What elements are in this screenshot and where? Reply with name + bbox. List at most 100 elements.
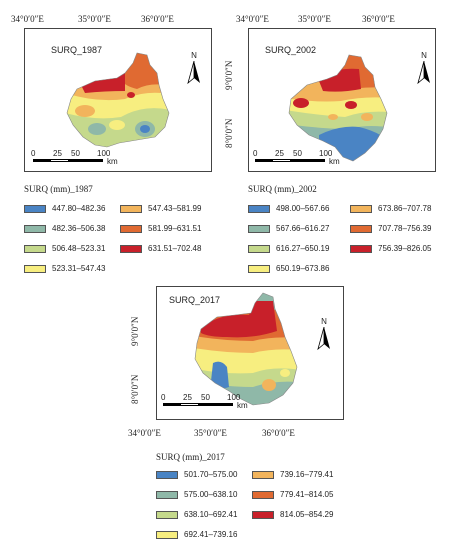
lat-label: 9°0′0″N (130, 316, 140, 346)
legend-item: 707.78–756.39 (350, 224, 431, 233)
north-arrow: N (315, 317, 333, 351)
legend-label: 567.66–616.27 (276, 224, 330, 233)
north-arrow-icon (187, 61, 200, 85)
legend-label: 616.27–650.19 (276, 244, 330, 253)
legend-swatch (350, 204, 372, 213)
legend-swatch (24, 224, 46, 233)
legend-item: 567.66–616.27 (248, 224, 329, 233)
legend-label: 631.51–702.48 (148, 244, 202, 253)
legend-item: 756.39–826.05 (350, 244, 431, 253)
legend-swatch (252, 470, 274, 479)
legend-label: 447.80–482.36 (52, 204, 106, 213)
legend-swatch (252, 510, 274, 519)
legend-swatch (248, 204, 270, 213)
legend-swatch (248, 264, 270, 273)
map-panel-2017: SURQ_2017 N 0 25 50 100 km (156, 286, 344, 420)
legend-swatch (120, 244, 142, 253)
legend-label: 498.00–567.66 (276, 204, 330, 213)
scale-tick: 50 (71, 149, 80, 158)
legend-swatch (24, 264, 46, 273)
north-arrow: N (185, 51, 203, 85)
legend-swatch (156, 530, 178, 539)
scale-bar-segments (33, 159, 103, 162)
legend-label: 650.19–673.86 (276, 264, 330, 273)
scale-bar-segments (163, 403, 233, 406)
scale-bar-segments (255, 159, 325, 162)
legend-item: 779.41–814.05 (252, 490, 333, 499)
legend-swatch (156, 470, 178, 479)
surq-map-2017 (194, 292, 298, 406)
scale-tick: 0 (161, 393, 166, 402)
legend-item: 692.41–739.16 (156, 530, 237, 539)
map-panel-2002: SURQ_2002 N 0 25 50 100 km (248, 28, 436, 172)
legend-item: 739.16–779.41 (252, 470, 333, 479)
scale-tick: 100 (97, 149, 111, 158)
legend-swatch (120, 204, 142, 213)
lon-label: 34°0′0″E (128, 428, 161, 438)
lon-label: 34°0′0″E (11, 14, 44, 24)
scale-unit: km (237, 401, 248, 410)
lat-label: 8°0′0″N (130, 374, 140, 404)
legend-item: 673.86–707.78 (350, 204, 431, 213)
legend-item: 616.27–650.19 (248, 244, 329, 253)
legend-swatch (350, 244, 372, 253)
north-label: N (191, 51, 197, 60)
legend-label: 692.41–739.16 (184, 530, 238, 539)
legend-item: 638.10–692.41 (156, 510, 237, 519)
lon-label: 35°0′0″E (194, 428, 227, 438)
legend-item: 498.00–567.66 (248, 204, 329, 213)
legend-item: 523.31–547.43 (24, 264, 105, 273)
scale-unit: km (329, 157, 340, 166)
scale-bar: 0 25 50 100 km (253, 149, 363, 169)
legend-label: 707.78–756.39 (378, 224, 432, 233)
legend-label: 523.31–547.43 (52, 264, 106, 273)
legend-swatch (350, 224, 372, 233)
lat-label: 9°0′0″N (224, 60, 234, 90)
legend-label: 482.36–506.38 (52, 224, 106, 233)
north-arrow: N (415, 51, 433, 85)
map-title: SURQ_2002 (265, 45, 317, 55)
legend-title: SURQ (mm)_1987 (24, 184, 93, 194)
legend-swatch (248, 244, 270, 253)
map-title: SURQ_2017 (169, 295, 221, 305)
legend-swatch (252, 490, 274, 499)
legend-item: 631.51–702.48 (120, 244, 201, 253)
legend-item: 581.99–631.51 (120, 224, 201, 233)
scale-tick: 50 (201, 393, 210, 402)
legend-label: 779.41–814.05 (280, 490, 334, 499)
legend-label: 756.39–826.05 (378, 244, 432, 253)
scale-unit: km (107, 157, 118, 166)
north-arrow-icon (317, 327, 330, 351)
legend-swatch (24, 204, 46, 213)
legend-item: 482.36–506.38 (24, 224, 105, 233)
legend-item: 547.43–581.99 (120, 204, 201, 213)
scale-tick: 100 (227, 393, 241, 402)
scale-bar: 0 25 50 100 km (161, 393, 271, 413)
map-title: SURQ_1987 (51, 45, 103, 55)
legend-swatch (248, 224, 270, 233)
legend-title: SURQ (mm)_2002 (248, 184, 317, 194)
legend-swatch (120, 224, 142, 233)
legend-item: 501.70–575.00 (156, 470, 237, 479)
surq-map-2002 (288, 54, 388, 162)
legend-label: 501.70–575.00 (184, 470, 238, 479)
lon-label: 36°0′0″E (362, 14, 395, 24)
north-label: N (321, 317, 327, 326)
scale-tick: 25 (53, 149, 62, 158)
north-arrow-icon (417, 61, 430, 85)
legend-item: 575.00–638.10 (156, 490, 237, 499)
legend-swatch (156, 490, 178, 499)
legend-label: 814.05–854.29 (280, 510, 334, 519)
scale-tick: 0 (253, 149, 258, 158)
lat-label: 8°0′0″N (224, 118, 234, 148)
scale-tick: 50 (293, 149, 302, 158)
lon-label: 35°0′0″E (78, 14, 111, 24)
north-label: N (421, 51, 427, 60)
legend-item: 447.80–482.36 (24, 204, 105, 213)
lon-label: 36°0′0″E (141, 14, 174, 24)
legend-label: 581.99–631.51 (148, 224, 202, 233)
legend-label: 739.16–779.41 (280, 470, 334, 479)
surq-map-1987 (66, 52, 170, 148)
legend-title: SURQ (mm)_2017 (156, 452, 225, 462)
legend-swatch (24, 244, 46, 253)
